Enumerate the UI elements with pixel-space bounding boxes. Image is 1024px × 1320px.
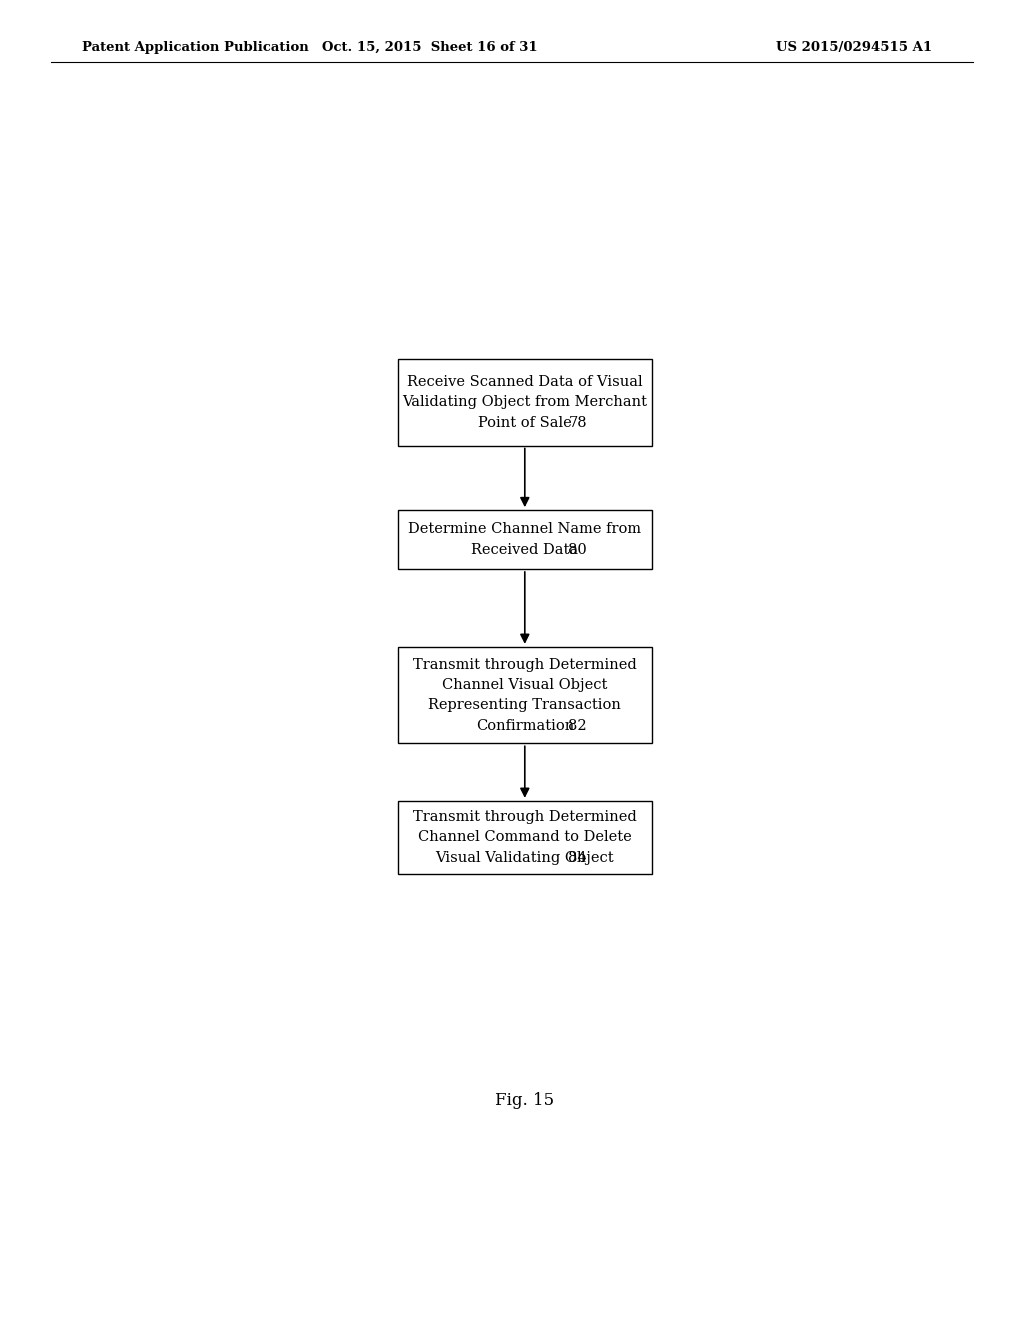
Bar: [397, 801, 651, 874]
Text: Transmit through Determined: Transmit through Determined: [413, 810, 637, 824]
Text: Validating Object from Merchant: Validating Object from Merchant: [402, 395, 647, 409]
Bar: [397, 647, 651, 743]
Bar: [397, 510, 651, 569]
Text: Received Data: Received Data: [471, 543, 579, 557]
Text: 82: 82: [568, 718, 587, 733]
Text: Point of Sale: Point of Sale: [478, 416, 571, 430]
Bar: [397, 359, 651, 446]
Text: 84: 84: [568, 850, 587, 865]
Text: Channel Command to Delete: Channel Command to Delete: [418, 830, 632, 845]
Text: 80: 80: [568, 543, 587, 557]
Text: Determine Channel Name from: Determine Channel Name from: [409, 523, 641, 536]
Text: Visual Validating Object: Visual Validating Object: [435, 850, 614, 865]
Text: Channel Visual Object: Channel Visual Object: [442, 678, 607, 692]
Text: Representing Transaction: Representing Transaction: [428, 698, 622, 713]
Text: Oct. 15, 2015  Sheet 16 of 31: Oct. 15, 2015 Sheet 16 of 31: [323, 41, 538, 54]
Text: Transmit through Determined: Transmit through Determined: [413, 657, 637, 672]
Text: Fig. 15: Fig. 15: [496, 1092, 554, 1109]
Text: Confirmation: Confirmation: [476, 718, 573, 733]
Text: US 2015/0294515 A1: US 2015/0294515 A1: [776, 41, 932, 54]
Text: Receive Scanned Data of Visual: Receive Scanned Data of Visual: [407, 375, 643, 389]
Text: Patent Application Publication: Patent Application Publication: [82, 41, 308, 54]
Text: 78: 78: [568, 416, 587, 430]
